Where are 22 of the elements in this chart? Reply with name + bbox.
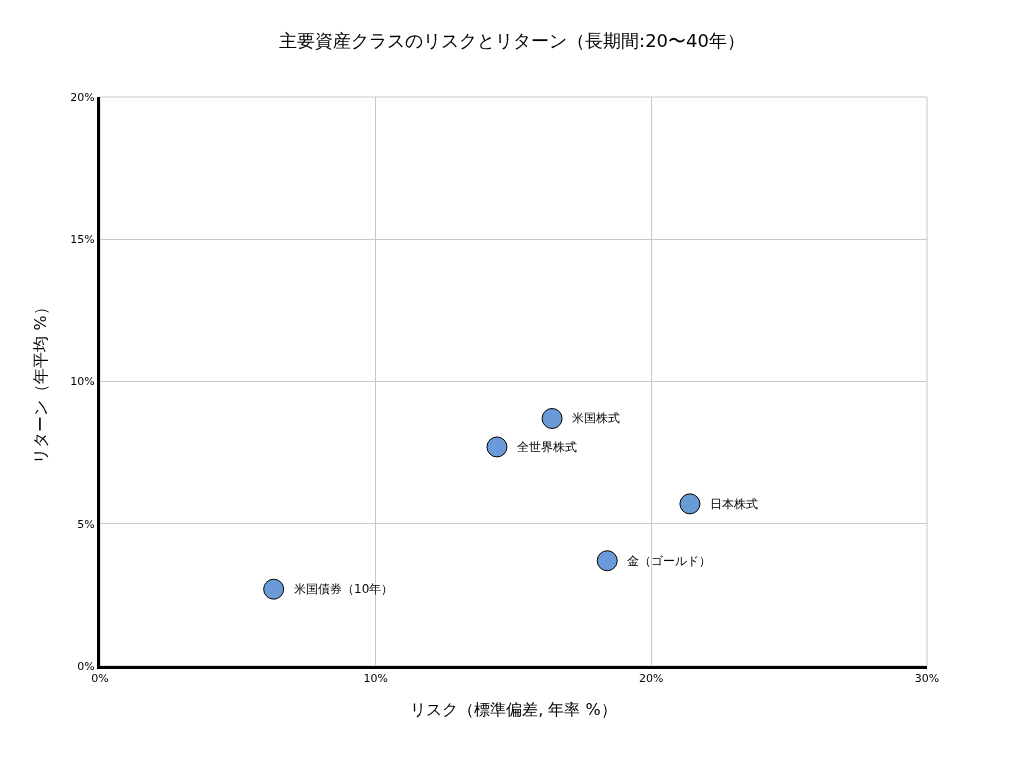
point (263, 578, 285, 600)
x-tick-label: 20% (639, 672, 664, 686)
x-tick-label: 30% (914, 672, 940, 686)
x-tick-label: 0% (91, 672, 109, 686)
annotation: 米国株式 (572, 411, 620, 425)
y-tick-label: 15% (70, 233, 95, 247)
y-tick-label: 10% (70, 375, 95, 389)
annotation: 全世界株式 (517, 440, 577, 454)
y-tick-label: 20% (70, 90, 95, 104)
x-tick-label: 10% (363, 672, 388, 686)
x-axis-title: リスク（標準偏差, 年率 %） (410, 699, 617, 719)
annotation: 日本株式 (710, 497, 758, 511)
y-tick-label: 5% (77, 517, 95, 531)
point (541, 407, 563, 429)
point (486, 436, 508, 458)
chart-title: 主要資産クラスのリスクとリターン（長期間:20〜40年） (279, 29, 745, 51)
y-axis-title: リターン（年平均 %） (31, 299, 51, 464)
point (596, 550, 618, 572)
annotation: 金（ゴールド） (627, 554, 711, 568)
point (679, 493, 701, 515)
annotation: 米国債券（10年） (294, 582, 394, 596)
y-tick-label: 0% (77, 659, 95, 673)
